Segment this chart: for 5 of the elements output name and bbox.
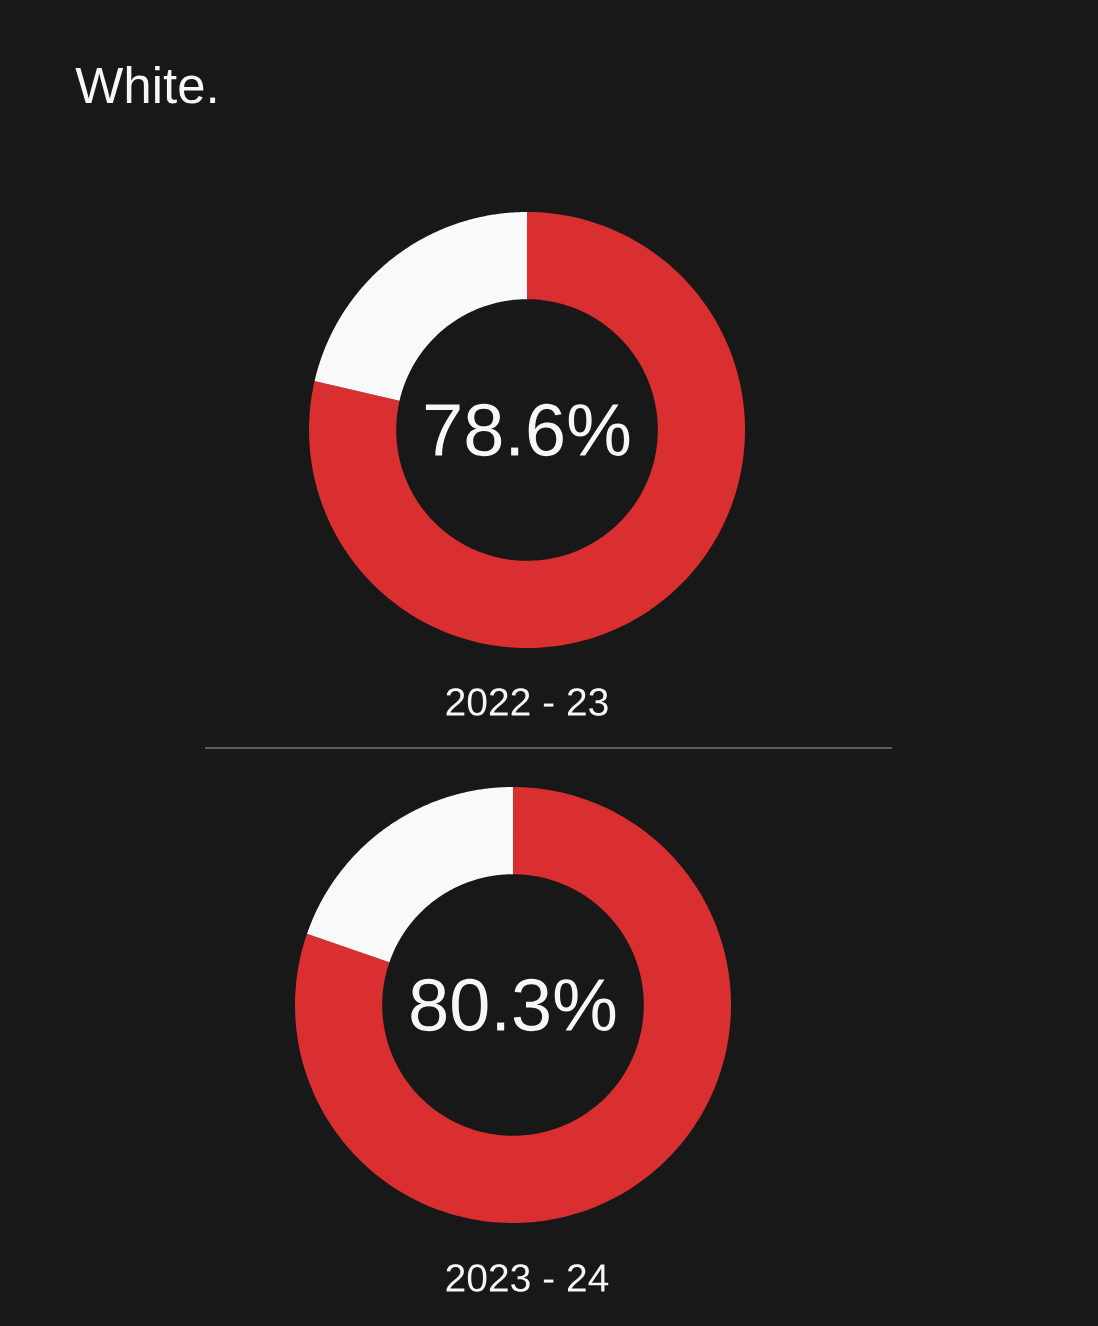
data-label: 78.6% — [425, 403, 630, 457]
text: 2023 - 24 — [446, 1264, 609, 1292]
text: 2022 - 23 — [446, 688, 608, 716]
data-label: 80.3% — [411, 978, 616, 1032]
chart-title: White. — [75, 66, 216, 104]
